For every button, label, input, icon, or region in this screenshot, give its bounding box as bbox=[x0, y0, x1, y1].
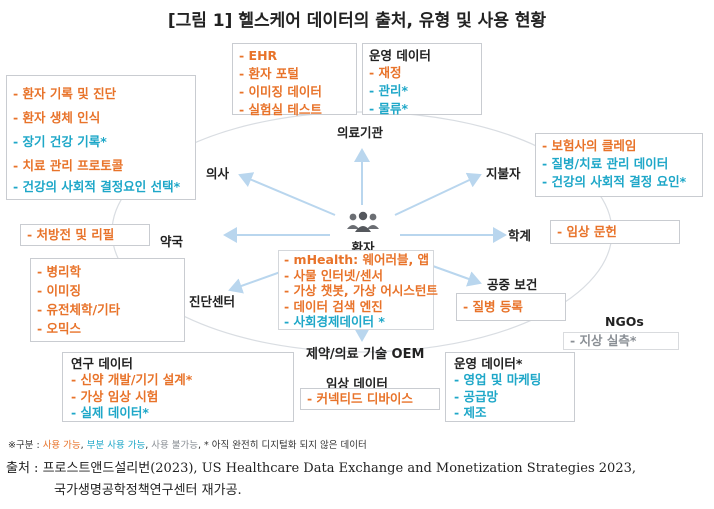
list-item: - 가상 임상 시험 bbox=[71, 388, 159, 404]
legend-available: 사용 가능 bbox=[42, 440, 81, 451]
diagnostic-data-box: - 병리학 - 이미징 - 유전체학/기타 - 오믹스 bbox=[30, 258, 185, 342]
pharmacy-data-box: - 처방전 및 리필 bbox=[20, 224, 150, 246]
source-citation: 출처 : 프로스트앤드설리번(2023), US Healthcare Data… bbox=[6, 458, 712, 502]
node-diagnostic: 진단센터 bbox=[189, 294, 236, 309]
list-item: - 관리* bbox=[369, 83, 409, 98]
list-item: - 사회경제데이터 * bbox=[284, 314, 385, 329]
ops2-data-box: 운영 데이터* - 영업 및 마케팅 - 공급망 - 제조 bbox=[445, 352, 575, 422]
arrow-to-doctor bbox=[238, 172, 336, 216]
node-pharma-oem: 제약/의료 기술 OEM bbox=[306, 347, 425, 362]
node-payer: 지불자 bbox=[486, 166, 521, 181]
ops-data-box: 운영 데이터 - 재정 - 관리* - 물류* bbox=[362, 43, 482, 116]
list-item: - 신약 개발/기기 설계* bbox=[71, 372, 193, 387]
list-item: - 물류* bbox=[369, 101, 409, 116]
list-item: - 환자 기록 및 진단 bbox=[13, 86, 117, 101]
node-academia: 학계 bbox=[508, 228, 532, 243]
list-item: - 건강의 사회적 결정 요인* bbox=[542, 174, 687, 189]
patient-node: 환자 bbox=[341, 211, 385, 256]
arrow-to-public-health bbox=[429, 264, 482, 287]
list-item: - 치료 관리 프로토콜 bbox=[13, 158, 124, 173]
legend-suffix: , * 아직 완전히 디지털화 되지 않은 데이터 bbox=[197, 440, 367, 451]
list-item: - 질병 등록 bbox=[463, 299, 523, 314]
list-item: - 제조 bbox=[454, 405, 487, 420]
list-item: - mHealth: 웨어러블, 앱 bbox=[284, 252, 430, 267]
list-item: - 오믹스 bbox=[37, 321, 82, 336]
list-item: - 환자 포털 bbox=[239, 66, 299, 81]
list-item: - 환자 생체 인식 bbox=[13, 110, 101, 125]
list-item: - EHR bbox=[239, 48, 278, 63]
patient-data-box: - mHealth: 웨어러블, 앱 - 사물 인터넷/센서 - 가상 챗봇, … bbox=[278, 250, 438, 330]
list-item: - 공급망 bbox=[454, 388, 499, 404]
doctor-data-box: - 환자 기록 및 진단 - 환자 생체 인식 - 장기 건강 기록* - 치료… bbox=[6, 75, 196, 200]
list-item: - 실제 데이터* bbox=[71, 405, 149, 420]
box-header: 운영 데이터 bbox=[369, 48, 431, 63]
list-item: - 이미징 bbox=[37, 283, 82, 298]
legend-prefix: ※구분 : bbox=[8, 440, 43, 451]
list-item: - 커넥티드 디바이스 bbox=[307, 391, 413, 406]
box-header: 연구 데이터 bbox=[71, 356, 133, 371]
list-item: - 가상 챗봇, 가상 어시스턴트 bbox=[284, 283, 438, 298]
legend: ※구분 : 사용 가능, 부분 사용 가능, 사용 불가능, * 아직 완전히 … bbox=[8, 437, 367, 451]
list-item: - 이미징 데이터 bbox=[239, 84, 322, 99]
legend-separator: , bbox=[145, 440, 152, 451]
academia-data-box: - 임상 문헌 bbox=[550, 220, 680, 244]
legend-separator: , bbox=[80, 440, 87, 451]
list-item: - 실험실 테스트 bbox=[239, 102, 322, 117]
list-item: - 사물 인터넷/센서 bbox=[284, 267, 383, 283]
payer-data-box: - 보험사의 클레임 - 질병/치료 관리 데이터 - 건강의 사회적 결정 요… bbox=[535, 133, 703, 197]
list-item: - 병리학 bbox=[37, 264, 82, 279]
box-header: 운영 데이터* bbox=[454, 356, 523, 371]
node-doctor: 의사 bbox=[206, 166, 230, 181]
list-item: - 재정 bbox=[369, 65, 402, 80]
figure-title: [그림 1] 헬스케어 데이터의 출처, 유형 및 사용 현황 bbox=[167, 11, 547, 31]
medical-data-box: - EHR - 환자 포털 - 이미징 데이터 - 실험실 테스트 bbox=[232, 43, 357, 117]
arrow-to-payer bbox=[394, 172, 482, 216]
public-health-data-box: - 질병 등록 bbox=[456, 293, 566, 321]
legend-partial: 부분 사용 가능 bbox=[86, 440, 146, 451]
clinical-data-box: - 커넥티드 디바이스 bbox=[300, 388, 440, 410]
list-item: - 지상 실측* bbox=[570, 333, 637, 348]
list-item: - 임상 문헌 bbox=[557, 224, 617, 239]
legend-unavailable: 사용 불가능 bbox=[151, 440, 198, 451]
list-item: - 처방전 및 리필 bbox=[27, 227, 115, 242]
node-clinical: 임상 데이터 bbox=[326, 376, 388, 391]
node-pharmacy: 약국 bbox=[160, 234, 184, 249]
list-item: - 건강의 사회적 결정요인 선택* bbox=[13, 179, 181, 194]
list-item: - 영업 및 마케팅 bbox=[454, 372, 542, 387]
list-item: - 장기 건강 기록* bbox=[13, 134, 107, 149]
node-medical: 의료기관 bbox=[337, 125, 384, 140]
node-public-health: 공중 보건 bbox=[487, 277, 538, 292]
list-item: - 보험사의 클레임 bbox=[542, 138, 637, 153]
ngos-data-box: - 지상 실측* bbox=[563, 332, 679, 350]
list-item: - 데이터 검색 엔진 bbox=[284, 298, 383, 314]
source-line-2: 국가생명공학정책연구센터 재가공. bbox=[54, 483, 242, 498]
people-icon bbox=[347, 211, 379, 232]
node-ngos: NGOs bbox=[605, 314, 644, 329]
source-line-1: 출처 : 프로스트앤드설리번(2023), US Healthcare Data… bbox=[6, 461, 637, 476]
list-item: - 유전체학/기타 bbox=[37, 302, 121, 317]
list-item: - 질병/치료 관리 데이터 bbox=[542, 156, 669, 171]
research-data-box: 연구 데이터 - 신약 개발/기기 설계* - 가상 임상 시험 - 실제 데이… bbox=[62, 352, 294, 422]
